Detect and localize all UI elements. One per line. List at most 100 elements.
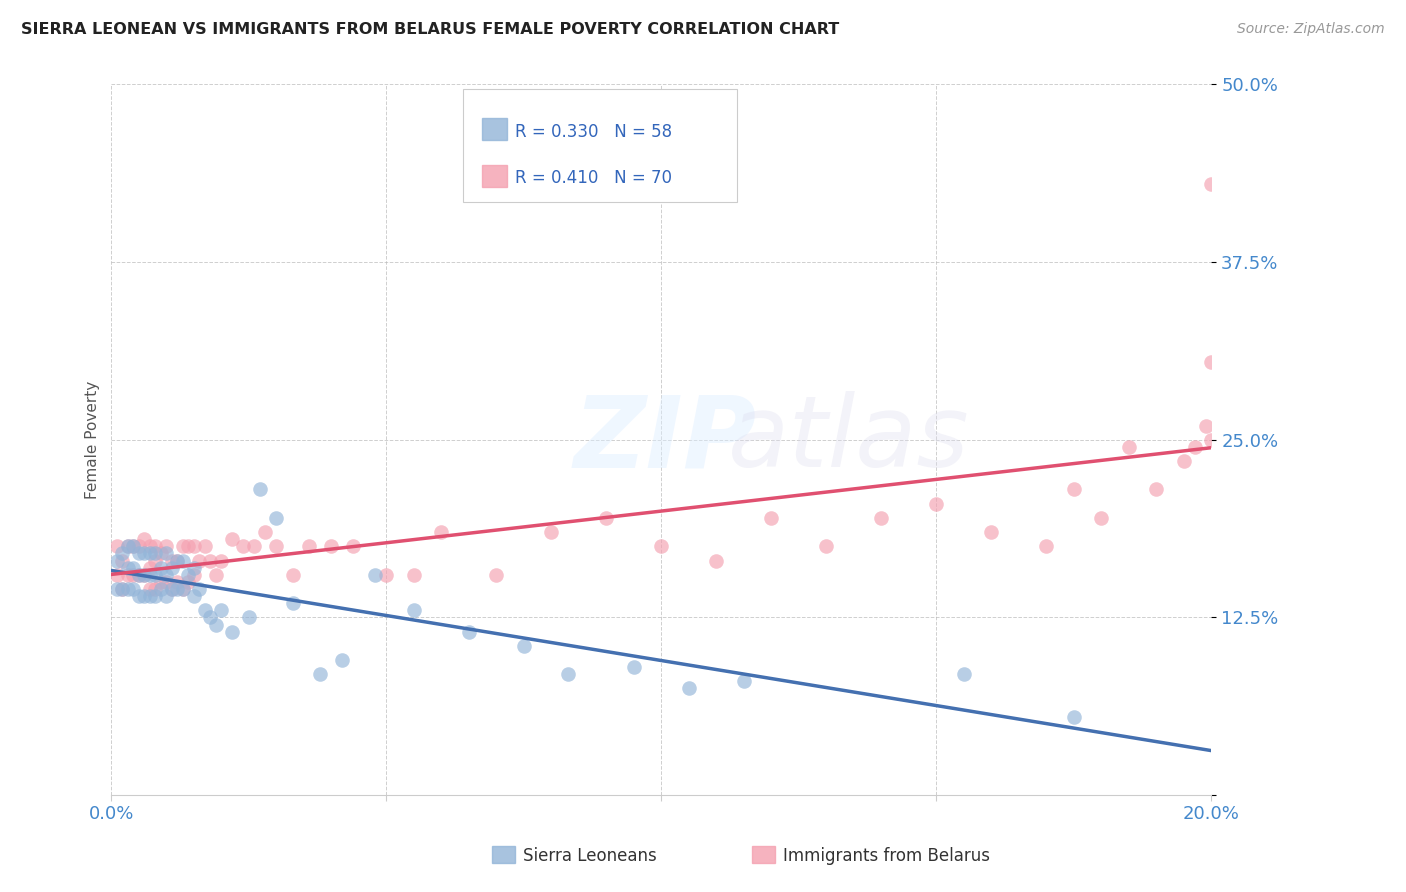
Point <box>209 553 232 567</box>
Point <box>254 525 277 540</box>
Point <box>375 567 398 582</box>
Point <box>117 582 139 596</box>
Point <box>149 560 172 574</box>
Point <box>105 539 128 553</box>
Point <box>160 553 183 567</box>
Text: R = 0.410   N = 70: R = 0.410 N = 70 <box>516 169 672 187</box>
Point <box>650 539 672 553</box>
Point <box>925 497 948 511</box>
Point <box>122 560 145 574</box>
Point <box>134 567 156 582</box>
Point <box>155 539 177 553</box>
Point <box>139 589 162 603</box>
Point <box>1195 418 1218 433</box>
Point <box>155 567 177 582</box>
Point <box>1201 177 1223 191</box>
Point <box>342 539 364 553</box>
Point <box>243 539 266 553</box>
Point <box>364 567 387 582</box>
Point <box>117 539 139 553</box>
Point <box>105 567 128 582</box>
Point <box>128 567 150 582</box>
Point <box>177 539 200 553</box>
Point <box>953 667 976 681</box>
Point <box>221 533 243 547</box>
Point <box>595 511 617 525</box>
Point <box>623 660 645 674</box>
Point <box>1063 483 1085 497</box>
Point <box>177 567 200 582</box>
Point <box>1063 710 1085 724</box>
Point <box>188 582 211 596</box>
Point <box>200 610 222 624</box>
Point <box>678 681 700 696</box>
Point <box>122 567 145 582</box>
Point <box>139 546 162 560</box>
Point <box>402 603 425 617</box>
Point <box>232 539 254 553</box>
Point <box>1144 483 1167 497</box>
Point <box>485 567 508 582</box>
Point <box>430 525 453 540</box>
Point <box>1118 440 1140 454</box>
Point <box>117 567 139 582</box>
Point <box>139 582 162 596</box>
Point <box>281 596 304 610</box>
Point <box>1184 440 1206 454</box>
Point <box>1173 454 1195 468</box>
Text: Immigrants from Belarus: Immigrants from Belarus <box>783 847 990 865</box>
Point <box>1201 433 1223 447</box>
Text: SIERRA LEONEAN VS IMMIGRANTS FROM BELARUS FEMALE POVERTY CORRELATION CHART: SIERRA LEONEAN VS IMMIGRANTS FROM BELARU… <box>21 22 839 37</box>
Point <box>128 539 150 553</box>
Point <box>111 582 134 596</box>
Point <box>166 553 188 567</box>
Point <box>166 582 188 596</box>
Point <box>160 582 183 596</box>
Point <box>105 582 128 596</box>
Point <box>134 567 156 582</box>
Point <box>122 539 145 553</box>
Point <box>980 525 1002 540</box>
Y-axis label: Female Poverty: Female Poverty <box>86 381 100 499</box>
Point <box>177 574 200 589</box>
Point <box>139 560 162 574</box>
Point <box>513 639 536 653</box>
Text: R = 0.330   N = 58: R = 0.330 N = 58 <box>516 122 672 141</box>
Point <box>188 553 211 567</box>
Point <box>870 511 893 525</box>
Point <box>194 539 217 553</box>
Text: ZIP: ZIP <box>574 392 756 488</box>
Point <box>194 603 217 617</box>
Point <box>249 483 271 497</box>
Point <box>139 567 162 582</box>
Point <box>145 589 167 603</box>
Point <box>128 589 150 603</box>
Point <box>111 582 134 596</box>
Point <box>733 674 755 689</box>
Point <box>172 582 194 596</box>
Point <box>1090 511 1112 525</box>
Point <box>172 539 194 553</box>
Point <box>145 546 167 560</box>
Point <box>134 533 156 547</box>
Point <box>815 539 838 553</box>
Point <box>183 560 205 574</box>
Point <box>149 574 172 589</box>
Point <box>166 553 188 567</box>
Point <box>266 511 288 525</box>
Point <box>134 589 156 603</box>
Point <box>145 539 167 553</box>
Point <box>183 589 205 603</box>
Point <box>145 553 167 567</box>
Point <box>266 539 288 553</box>
Point <box>160 582 183 596</box>
Point <box>134 546 156 560</box>
Point <box>149 582 172 596</box>
Point <box>122 539 145 553</box>
Point <box>128 546 150 560</box>
Point <box>111 546 134 560</box>
Point <box>172 582 194 596</box>
Point <box>458 624 481 639</box>
Point <box>145 567 167 582</box>
Point <box>221 624 243 639</box>
